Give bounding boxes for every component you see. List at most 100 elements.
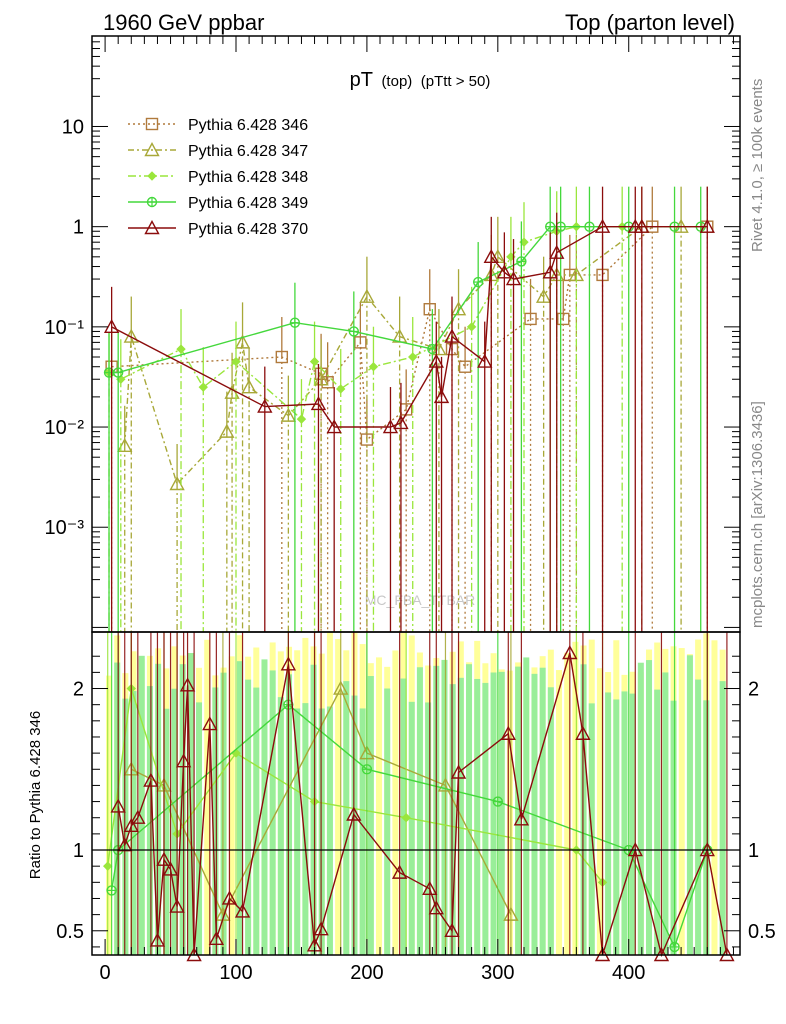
ratio-band-inner: [515, 666, 522, 955]
xtick-label: 0: [100, 962, 111, 984]
series-2-point: [296, 414, 307, 424]
ratio-band-inner: [171, 688, 178, 955]
ratio-band-inner: [212, 687, 219, 955]
ratio-band-inner: [654, 689, 661, 955]
ratio-band-inner: [245, 679, 252, 955]
series-4-point: [257, 398, 273, 413]
ratio-band-inner: [621, 691, 628, 955]
ratio-band-inner: [662, 672, 669, 955]
ratio-band-inner: [646, 660, 653, 955]
ratio-series-3-point: [117, 837, 133, 852]
series-4-point: [549, 244, 565, 259]
ratio-series-3-line: [117, 652, 728, 958]
series-1-point: [450, 301, 467, 316]
ratio-band-outer: [678, 648, 685, 955]
ratio-bands: [106, 632, 726, 955]
plot-title: pT (top) (pTtt > 50): [350, 69, 491, 91]
ratio-band-inner: [441, 659, 448, 955]
ratio-band-inner: [351, 695, 358, 955]
ratio-band-inner: [498, 671, 505, 955]
ratio-band-outer: [204, 639, 211, 955]
xtick-label: 300: [481, 962, 514, 984]
series-4-point: [496, 264, 513, 279]
ratio-band-inner: [695, 679, 702, 955]
series-1-point: [241, 379, 257, 394]
series-4-point: [542, 264, 558, 279]
ratio-band-outer: [572, 641, 579, 955]
ratio-series-3-point: [208, 930, 225, 946]
series-4-point: [326, 419, 342, 434]
series-4-line: [111, 226, 708, 428]
ratio-band-inner: [114, 662, 121, 955]
ratio-band-outer: [564, 652, 571, 955]
series-4-point: [310, 395, 327, 411]
ratio-frame: [91, 631, 741, 956]
ratio-band-inner: [605, 692, 612, 955]
ratio-ytick-label: 1: [73, 840, 84, 862]
ratio-series-1-point: [103, 861, 113, 871]
ratio-band-outer: [596, 668, 603, 955]
ratio-series-1-line: [107, 688, 604, 883]
ratio-band-outer: [335, 639, 342, 955]
ratio-series-3-point: [149, 932, 166, 947]
ratio-ytick-label: 2: [73, 679, 84, 701]
series-2-point: [368, 362, 379, 372]
ratio-band-inner: [539, 667, 546, 955]
ratio-band-inner: [236, 661, 243, 955]
ratio-band-inner: [294, 708, 301, 955]
ratio-marks: [103, 632, 735, 962]
main-ytick-label: 10⁻³: [45, 517, 85, 539]
ratio-band-inner: [253, 687, 260, 955]
ratio-series-0-point: [333, 680, 349, 695]
series-4-point: [483, 248, 499, 264]
series-2: [104, 186, 627, 632]
series-4-point: [428, 353, 444, 368]
ratio-band-inner: [318, 708, 325, 955]
ratio-band-inner: [261, 659, 268, 955]
xtick-label: 100: [219, 962, 252, 984]
ratio-band-inner: [703, 700, 710, 955]
ratio-ytick-label-right: 0.5: [748, 921, 776, 943]
ratio-band-inner: [670, 700, 677, 955]
series-2-point: [309, 356, 320, 367]
series-1-point: [234, 334, 251, 349]
series-4-point: [477, 353, 493, 368]
series-4: [103, 186, 715, 632]
series-2-point: [198, 382, 208, 392]
series-4-point: [433, 388, 450, 404]
ratio-band-outer: [376, 657, 383, 955]
xtick-label: 400: [612, 962, 645, 984]
plot-title-main: pT: [350, 69, 373, 91]
ratio-band-inner: [629, 693, 636, 955]
legend-label: Pythia 6.428 347: [188, 143, 308, 160]
ratio-series-3-point: [391, 864, 408, 879]
ratio-series-3-point: [428, 900, 444, 915]
ratio-band-inner: [277, 697, 284, 955]
ratio-series-3-point: [221, 890, 238, 905]
legend-marker: [145, 117, 159, 131]
ratio-ytick-label-right: 2: [748, 679, 759, 701]
series-2-point: [176, 344, 186, 354]
legend: Pythia 6.428 346 Pythia 6.428 347 Pythia 6…: [128, 117, 308, 238]
legend-marker: [147, 171, 157, 181]
ratio-band-inner: [408, 701, 415, 955]
ratio-band-inner: [310, 664, 317, 955]
legend-label: Pythia 6.428 370: [188, 221, 308, 238]
series-1-point: [535, 288, 552, 303]
ratio-series-3-point: [313, 921, 329, 936]
legend-label: Pythia 6.428 348: [188, 169, 308, 186]
watermark: MC_FBA_TTBAR: [365, 592, 475, 608]
ratio-band-inner: [523, 657, 530, 955]
series-1-point: [224, 384, 240, 399]
series-0-point: [423, 303, 436, 316]
ratio-series-3-point: [562, 645, 578, 660]
ratio-ylabel: Ratio to Pythia 6.428 346: [27, 711, 44, 879]
ratio-series-3-point: [575, 725, 591, 740]
ratio-series-3-point: [513, 811, 530, 826]
series-0-point: [321, 376, 334, 389]
ratio-band-inner: [613, 699, 620, 955]
ratio-band-inner: [490, 672, 497, 955]
ratio-series-0-point: [437, 777, 454, 792]
ratio-series-3-point: [422, 880, 438, 895]
ratio-band-inner: [482, 682, 489, 955]
